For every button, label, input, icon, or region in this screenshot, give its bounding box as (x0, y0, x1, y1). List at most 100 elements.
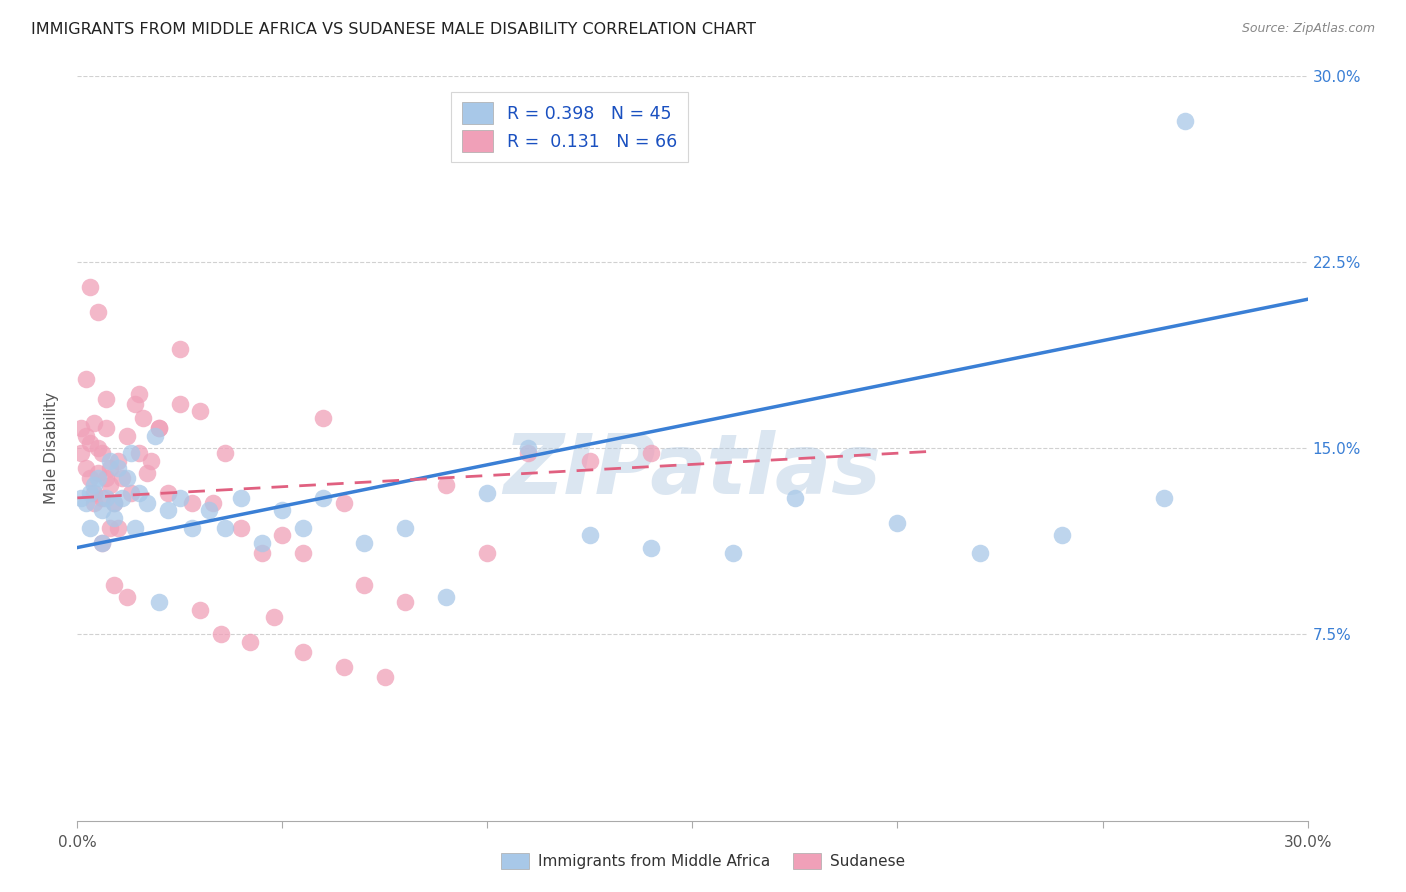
Point (90, 491, 114, 505)
Point (143, 429, 166, 443)
Point (271, 528, 294, 542)
Point (103, 578, 125, 592)
Point (75, 496, 97, 510)
Point (70, 491, 93, 505)
Point (98, 478, 121, 492)
Point (579, 528, 602, 542)
Point (94, 491, 117, 505)
Point (517, 446, 540, 460)
Point (128, 446, 150, 460)
Point (886, 516, 908, 530)
Point (271, 503, 294, 517)
Point (723, 545, 745, 559)
Point (214, 446, 236, 460)
Point (148, 595, 170, 609)
Point (107, 521, 129, 535)
Point (394, 521, 416, 535)
Point (87, 304, 110, 318)
Point (231, 521, 253, 535)
Point (181, 521, 204, 535)
Point (436, 591, 458, 605)
Point (169, 396, 191, 410)
Point (90, 535, 114, 549)
Point (214, 521, 236, 535)
Point (111, 471, 134, 485)
Y-axis label: Male Disability: Male Disability (44, 392, 59, 504)
Point (136, 466, 159, 480)
Point (333, 659, 356, 673)
Point (115, 429, 138, 443)
Point (103, 496, 125, 510)
Point (436, 478, 458, 492)
Point (579, 453, 602, 467)
Point (124, 521, 146, 535)
Point (181, 496, 204, 510)
Point (79, 436, 101, 450)
Point (79, 280, 101, 294)
Point (120, 486, 142, 500)
Point (115, 591, 138, 605)
Point (188, 404, 212, 418)
Point (124, 396, 146, 410)
Point (103, 510, 125, 524)
Point (75, 372, 97, 386)
Point (333, 496, 356, 510)
Point (312, 411, 335, 425)
Point (107, 453, 129, 467)
Point (128, 386, 150, 401)
Point (98, 521, 121, 535)
Point (103, 496, 125, 510)
Point (79, 471, 101, 485)
Point (783, 491, 806, 505)
Point (70, 421, 93, 435)
Text: ZIPatlas: ZIPatlas (503, 430, 882, 511)
Point (90, 535, 114, 549)
Text: Source: ZipAtlas.com: Source: ZipAtlas.com (1241, 22, 1375, 36)
Point (263, 610, 285, 624)
Point (98, 461, 121, 475)
Point (640, 541, 662, 555)
Point (291, 645, 314, 659)
Point (87, 471, 110, 485)
Point (969, 545, 991, 559)
Legend: R = 0.398   N = 45, R =  0.131   N = 66: R = 0.398 N = 45, R = 0.131 N = 66 (451, 92, 688, 162)
Point (111, 491, 134, 505)
Point (188, 602, 212, 616)
Point (79, 521, 101, 535)
Point (231, 491, 253, 505)
Point (148, 421, 170, 435)
Point (394, 595, 416, 609)
Point (83, 478, 105, 492)
Point (1153, 491, 1175, 505)
Point (87, 442, 110, 455)
Point (156, 486, 179, 500)
Point (201, 496, 224, 510)
Point (477, 545, 499, 559)
Point (239, 635, 262, 649)
Point (94, 421, 117, 435)
Point (115, 471, 138, 485)
Point (83, 417, 105, 431)
Point (75, 429, 97, 443)
Point (132, 411, 155, 425)
Point (1174, 113, 1197, 128)
Text: IMMIGRANTS FROM MIDDLE AFRICA VS SUDANESE MALE DISABILITY CORRELATION CHART: IMMIGRANTS FROM MIDDLE AFRICA VS SUDANES… (31, 22, 756, 37)
Point (94, 471, 117, 485)
Point (87, 466, 110, 480)
Point (90, 503, 114, 517)
Point (90, 446, 114, 460)
Point (94, 392, 117, 406)
Point (312, 491, 335, 505)
Point (374, 670, 396, 684)
Point (136, 496, 159, 510)
Point (291, 521, 314, 535)
Point (120, 446, 142, 460)
Point (169, 491, 191, 505)
Point (169, 342, 191, 356)
Point (107, 461, 129, 475)
Point (640, 446, 662, 460)
Point (75, 461, 97, 475)
Point (156, 503, 179, 517)
Point (98, 453, 121, 467)
Point (141, 453, 163, 467)
